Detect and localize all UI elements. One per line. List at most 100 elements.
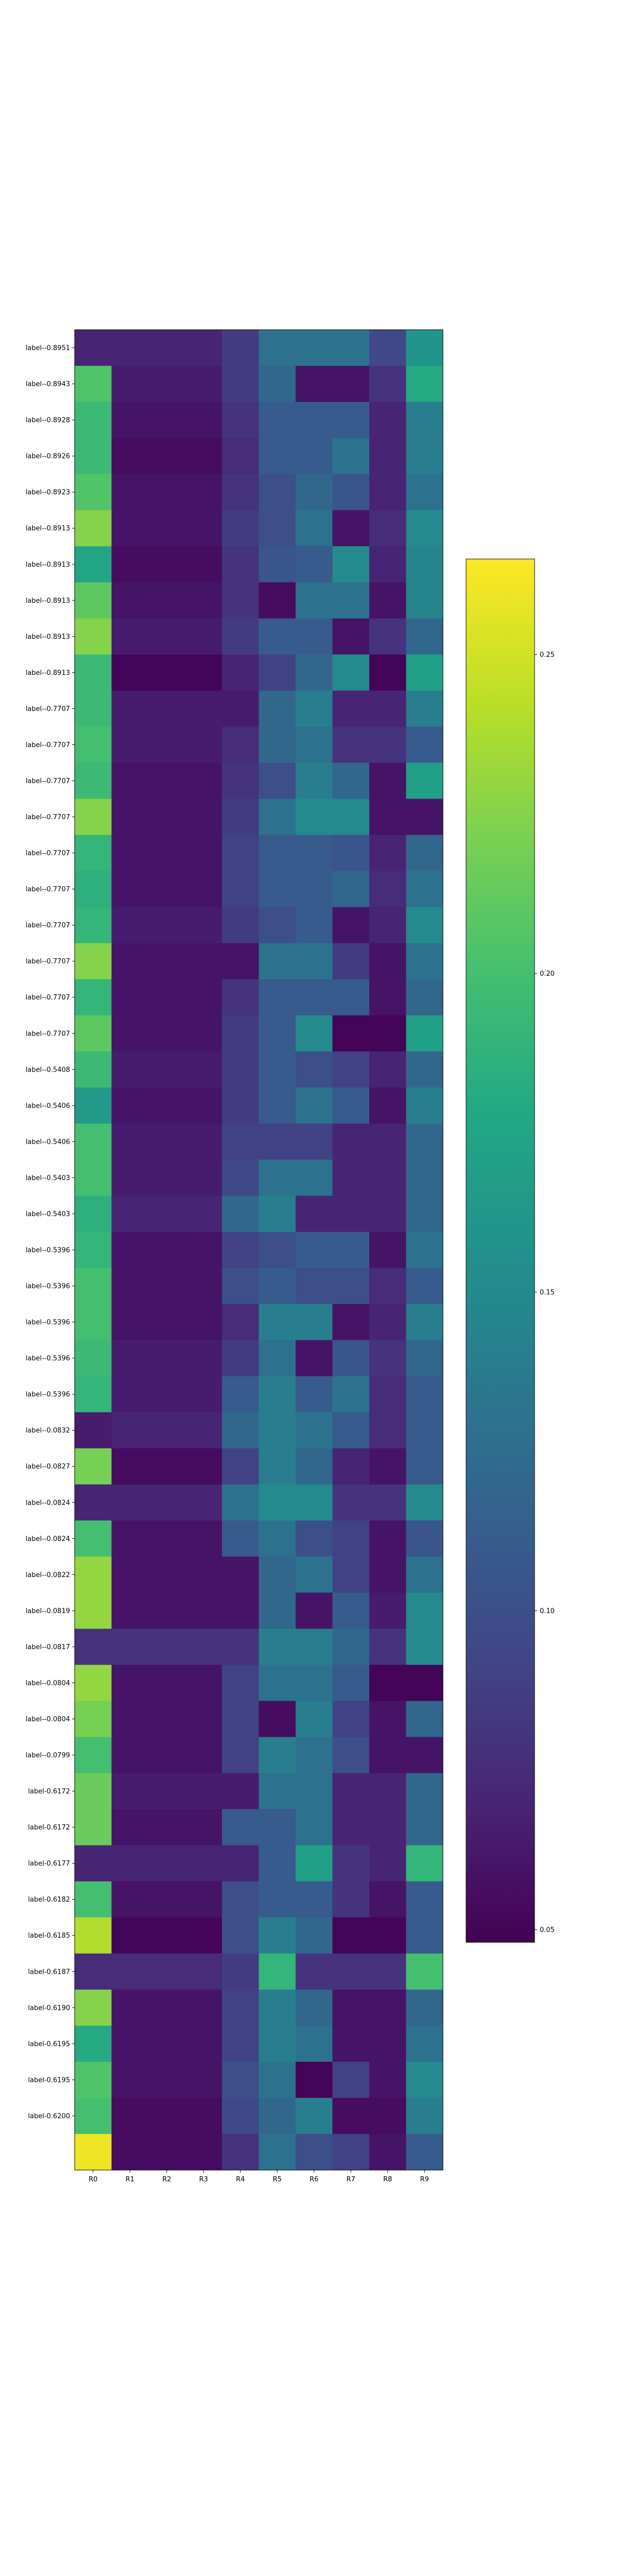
heatmap-cell (75, 1881, 112, 1918)
heatmap-cell (406, 1268, 443, 1304)
heatmap-cell (332, 2097, 370, 2134)
heatmap-cell (259, 1881, 296, 1918)
heatmap-cell (222, 366, 260, 402)
heatmap-cell (296, 1629, 333, 1666)
heatmap-cell (259, 1701, 296, 1738)
heatmap-cell (148, 1231, 186, 1268)
x-tick-label: R2 (162, 2176, 171, 2183)
heatmap-cell (148, 943, 186, 980)
heatmap-cell (148, 1412, 186, 1449)
heatmap-cell (185, 799, 222, 836)
heatmap-cell (406, 474, 443, 511)
heatmap-cell (296, 762, 333, 800)
heatmap-cell (259, 546, 296, 583)
heatmap-cell (185, 438, 222, 474)
heatmap-cell (185, 1629, 222, 1666)
heatmap-cell (406, 1773, 443, 1810)
heatmap-cell (406, 2061, 443, 2098)
heatmap-cell (148, 1629, 186, 1666)
heatmap-cell (406, 546, 443, 583)
heatmap-cell (369, 1268, 407, 1304)
x-tick-label: R1 (126, 2176, 134, 2183)
heatmap-cell (296, 1051, 333, 1088)
heatmap-cell (222, 690, 260, 727)
heatmap-cell (369, 366, 407, 402)
heatmap-cell (185, 1773, 222, 1810)
heatmap-cell (185, 330, 222, 366)
heatmap-cell (332, 2133, 370, 2171)
heatmap-cell (406, 1881, 443, 1918)
heatmap-cell (369, 1845, 407, 1882)
heatmap-cell (259, 474, 296, 511)
heatmap-cell (259, 618, 296, 655)
heatmap-cell (222, 1231, 260, 1268)
heatmap-cell (222, 1123, 260, 1160)
heatmap-cell (148, 1484, 186, 1521)
heatmap-cell (75, 1123, 112, 1160)
heatmap-cell (222, 1773, 260, 1810)
heatmap-cell (369, 1087, 407, 1124)
y-tick-label: label--0.7707 (26, 814, 70, 821)
heatmap-cell (75, 1340, 112, 1377)
heatmap-cell (406, 907, 443, 944)
heatmap-cell (332, 2025, 370, 2062)
y-tick-label: label-0.6172 (28, 1788, 70, 1795)
heatmap-cell (259, 943, 296, 980)
heatmap-cell (369, 1376, 407, 1413)
x-tick-label: R3 (199, 2176, 208, 2183)
heatmap-cell (148, 474, 186, 511)
heatmap-cell (75, 618, 112, 655)
heatmap-cell (111, 438, 149, 474)
heatmap-cell (332, 1087, 370, 1124)
y-tick-label: label--0.0824 (26, 1499, 70, 1507)
heatmap-cell (369, 690, 407, 727)
heatmap-cell (296, 366, 333, 402)
y-tick-label: label-0.6185 (28, 1932, 70, 1940)
heatmap-cell (185, 2097, 222, 2134)
heatmap-cell (148, 1773, 186, 1810)
y-tick-label: label--0.7707 (26, 850, 70, 857)
heatmap-cell (111, 618, 149, 655)
heatmap-cell (222, 1953, 260, 1990)
heatmap-cell (332, 582, 370, 619)
heatmap-cell (369, 618, 407, 655)
heatmap-cell (296, 330, 333, 366)
heatmap-cell (111, 1412, 149, 1449)
heatmap-cell (185, 366, 222, 402)
heatmap-cells (75, 330, 443, 2171)
heatmap-cell (222, 1304, 260, 1341)
heatmap-cell (332, 1159, 370, 1196)
heatmap-cell (369, 1989, 407, 2026)
heatmap-cell (369, 510, 407, 547)
heatmap-cell (185, 762, 222, 800)
heatmap-cell (75, 1015, 112, 1052)
heatmap-cell (332, 907, 370, 944)
heatmap-cell (332, 1376, 370, 1413)
heatmap-cell (185, 1845, 222, 1882)
heatmap-cell (148, 1592, 186, 1630)
heatmap-cell (222, 1268, 260, 1304)
heatmap-cell (332, 1304, 370, 1341)
heatmap-cell (296, 1556, 333, 1593)
heatmap-cell (111, 582, 149, 619)
heatmap-cell (332, 1917, 370, 1954)
y-tick-label: label--0.7707 (26, 886, 70, 893)
heatmap-cell (296, 618, 333, 655)
heatmap-cell (75, 366, 112, 402)
heatmap-cell (332, 690, 370, 727)
heatmap-cell (406, 1701, 443, 1738)
heatmap-cell (406, 2133, 443, 2171)
y-tick-label: label-0.6200 (28, 2112, 70, 2120)
y-tick-label: label--0.7707 (26, 705, 70, 713)
heatmap-cell (222, 654, 260, 691)
heatmap-cell (111, 330, 149, 366)
heatmap-cell (111, 1268, 149, 1304)
heatmap-cell (75, 762, 112, 800)
heatmap-cell (111, 835, 149, 872)
y-tick-label: label-0.6172 (28, 1824, 70, 1832)
colorbar: 0.05 0.10 0.15 0.20 0.25 (466, 558, 555, 1943)
heatmap-cell (369, 1665, 407, 1702)
heatmap-cell (75, 1629, 112, 1666)
heatmap-cell (332, 1737, 370, 1774)
heatmap-cell (332, 1520, 370, 1557)
